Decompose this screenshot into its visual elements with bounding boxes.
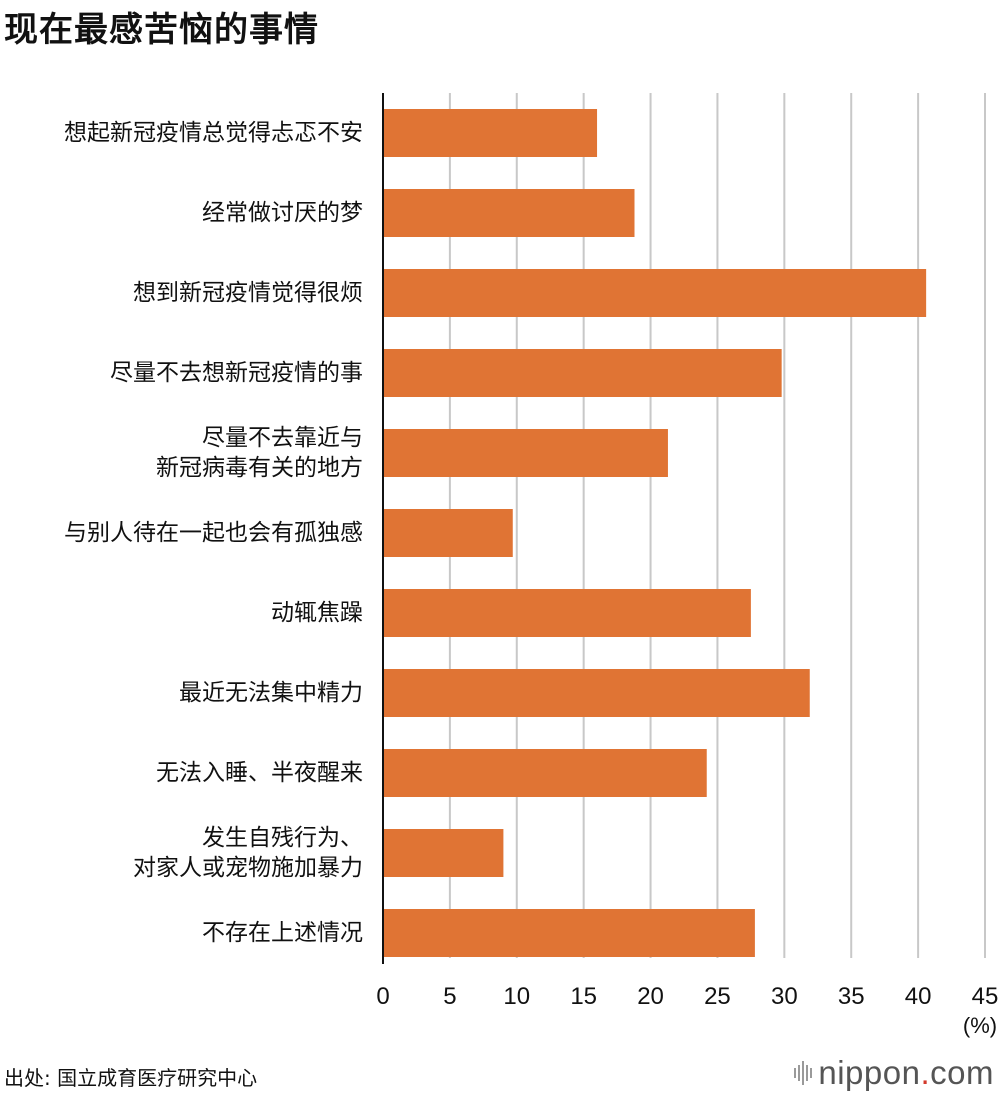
x-tick-label: 35 bbox=[838, 983, 865, 1010]
bar bbox=[383, 589, 751, 637]
x-tick-label: 0 bbox=[376, 983, 389, 1010]
logo-dot: . bbox=[920, 1054, 931, 1091]
nippon-logo: nippon.com bbox=[794, 1054, 994, 1092]
bar bbox=[383, 269, 927, 317]
chart-title: 现在最感苦恼的事情 bbox=[4, 10, 319, 50]
category-label: 无法入睡、半夜醒来 bbox=[156, 760, 363, 786]
x-unit-label: (%) bbox=[963, 1013, 997, 1038]
category-label: 最近无法集中精力 bbox=[179, 680, 363, 706]
bar bbox=[383, 189, 635, 237]
x-tick-label: 30 bbox=[771, 983, 798, 1010]
bar bbox=[383, 909, 755, 957]
logo-mark-icon bbox=[794, 1061, 813, 1085]
bar bbox=[383, 749, 707, 797]
source-note: 出处: 国立成育医疗研究中心 bbox=[4, 1066, 258, 1090]
bar bbox=[383, 509, 513, 557]
bar bbox=[383, 669, 810, 717]
x-tick-label: 15 bbox=[570, 983, 597, 1010]
x-tick-label: 10 bbox=[503, 983, 530, 1010]
logo-suffix: com bbox=[930, 1054, 994, 1091]
x-tick-label: 20 bbox=[637, 983, 664, 1010]
category-label: 发生自残行为、 bbox=[202, 825, 363, 851]
category-label: 不存在上述情况 bbox=[202, 920, 363, 946]
category-label: 尽量不去靠近与 bbox=[202, 425, 363, 451]
category-label: 对家人或宠物施加暴力 bbox=[133, 855, 363, 881]
category-label: 与别人待在一起也会有孤独感 bbox=[64, 520, 363, 546]
category-label: 想起新冠疫情总觉得忐忑不安 bbox=[64, 120, 363, 146]
bar bbox=[383, 349, 782, 397]
x-tick-label: 5 bbox=[443, 983, 456, 1010]
category-label: 经常做讨厌的梦 bbox=[202, 200, 363, 226]
x-tick-label: 40 bbox=[905, 983, 932, 1010]
bar bbox=[383, 109, 598, 157]
bar bbox=[383, 829, 504, 877]
x-tick-label: 45 bbox=[972, 983, 999, 1010]
category-label: 新冠病毒有关的地方 bbox=[156, 455, 363, 481]
logo-name: nippon bbox=[818, 1054, 921, 1091]
category-label: 动辄焦躁 bbox=[271, 600, 363, 626]
bar-chart: 想起新冠疫情总觉得忐忑不安经常做讨厌的梦想到新冠疫情觉得很烦尽量不去想新冠疫情的… bbox=[64, 93, 999, 1038]
category-label: 尽量不去想新冠疫情的事 bbox=[110, 360, 363, 386]
category-label: 想到新冠疫情觉得很烦 bbox=[133, 280, 363, 306]
x-tick-label: 25 bbox=[704, 983, 731, 1010]
bar bbox=[383, 429, 668, 477]
